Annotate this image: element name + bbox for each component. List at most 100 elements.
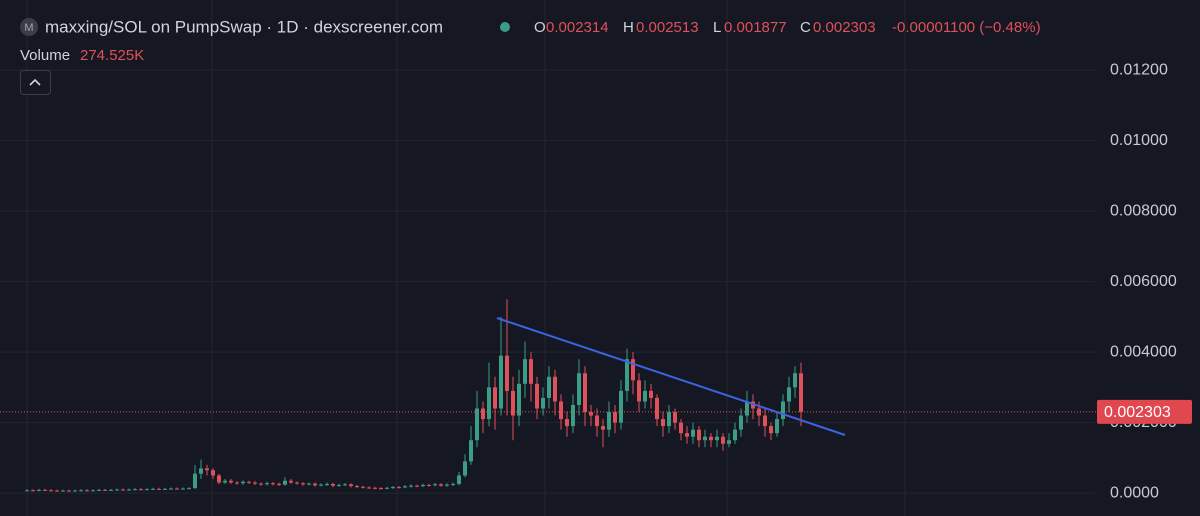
candle-body [589, 412, 593, 416]
candle-body [475, 408, 479, 441]
last-price-box [1097, 399, 1192, 424]
candle-body [517, 383, 521, 416]
ohlc-label: L [713, 19, 721, 36]
y-tick-label: 0.01000 [1110, 132, 1168, 149]
candle-body [721, 436, 725, 444]
candle-body [127, 489, 131, 491]
candle-body [271, 483, 275, 485]
candle-body [433, 484, 437, 486]
candle-body [715, 436, 719, 441]
candle-body [67, 490, 71, 492]
candle-body [643, 390, 647, 402]
candle-body [307, 483, 311, 485]
candle-body [283, 480, 287, 485]
candle-body [355, 486, 359, 488]
candle-body [217, 475, 221, 483]
candle-body [529, 359, 533, 384]
candle-body [337, 484, 341, 486]
candle-body [139, 489, 143, 491]
plot [0, 69, 1097, 494]
candle-body [439, 484, 443, 486]
candle-body [79, 490, 83, 492]
candle-body [253, 482, 257, 484]
candle-body [775, 419, 779, 434]
candle-body [781, 401, 785, 420]
candle-body [295, 482, 299, 484]
candle-body [499, 355, 503, 409]
candle-body [625, 359, 629, 391]
candle-body [445, 484, 449, 486]
candle-body [367, 487, 371, 489]
candle-body [607, 412, 611, 430]
candle-body [163, 488, 167, 490]
candle-body [595, 415, 599, 427]
change: -0.00001100 (−0.48%) [892, 19, 1041, 36]
candle-body [727, 440, 731, 444]
candle-body [787, 387, 791, 402]
candle-body [583, 373, 587, 413]
candle-body [121, 489, 125, 491]
candle-body [259, 483, 263, 485]
candle-body [205, 468, 209, 471]
symbol-icon [20, 18, 38, 36]
candle-body [415, 485, 419, 487]
candle-body [145, 489, 149, 491]
candle-body [769, 426, 773, 434]
candle-body [703, 436, 707, 441]
candle-body [43, 489, 47, 491]
candle-body [103, 489, 107, 491]
vertical-grid [26, 0, 906, 516]
candle-body [799, 373, 803, 412]
title: maxxing/SOL on PumpSwap · 1D · dexscreen… [45, 17, 443, 36]
candle-body [619, 390, 623, 423]
candle-body [649, 390, 653, 398]
candle-body [301, 483, 305, 485]
candle-body [391, 487, 395, 489]
candle-body [85, 490, 89, 492]
symbol-icon-text: M [24, 22, 33, 34]
candle-body [31, 490, 35, 492]
y-tick-label: 0.008000 [1110, 202, 1177, 219]
candle-body [427, 484, 431, 486]
candle-body [133, 489, 137, 491]
candle-body [409, 485, 413, 487]
volume-value: 274.525K [80, 47, 144, 64]
candle-body [523, 359, 527, 384]
candle-body [181, 488, 185, 490]
candle-body [673, 412, 677, 423]
candle-body [229, 480, 233, 483]
candle-body [343, 484, 347, 486]
candle-body [223, 480, 227, 483]
candle-body [277, 483, 281, 485]
volume-label: Volume [20, 47, 70, 64]
candle-body [187, 488, 191, 490]
candle-body [697, 429, 701, 441]
candle-body [151, 488, 155, 490]
y-tick-label: 0.01200 [1110, 61, 1168, 78]
candle-body [361, 486, 365, 488]
candle-body [601, 426, 605, 430]
candle-body [397, 487, 401, 489]
candle-body [451, 483, 455, 485]
candle-body [541, 397, 545, 409]
candle-body [745, 401, 749, 416]
candle-body [199, 468, 203, 474]
candle-body [559, 401, 563, 420]
candle-body [319, 484, 323, 486]
candle-body [487, 387, 491, 420]
candle-body [547, 376, 551, 398]
candle-body [385, 487, 389, 489]
candle-body [265, 483, 269, 485]
collapse-button[interactable] [20, 70, 51, 95]
ohlc-value: 0.001877 [724, 19, 787, 36]
candle-body [571, 404, 575, 427]
candle-body [97, 489, 101, 491]
ohlc-value: 0.002513 [636, 19, 699, 36]
candle-body [535, 383, 539, 409]
status-dot [500, 22, 510, 32]
candle-body [565, 419, 569, 427]
y-tick-label: 0.0000 [1110, 484, 1159, 501]
